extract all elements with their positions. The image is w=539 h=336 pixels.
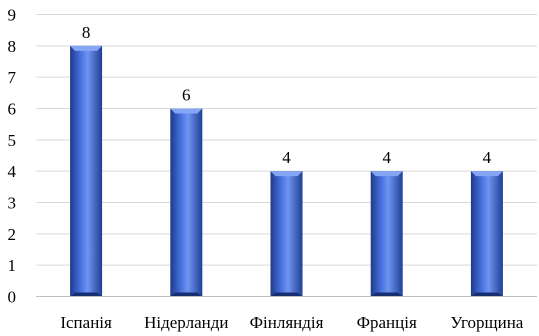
y-tick-label: 8	[8, 37, 17, 56]
bar-body	[170, 108, 203, 297]
bar-top-bevel	[270, 171, 303, 177]
y-tick-label: 0	[8, 288, 17, 307]
gridlines	[36, 14, 537, 266]
y-tick-label: 2	[8, 225, 17, 244]
bar-top-bevel	[470, 171, 503, 177]
bar-top-bevel	[370, 171, 403, 177]
y-tick-label: 4	[8, 162, 17, 181]
bar-body	[370, 171, 403, 297]
y-tick-label: 7	[8, 68, 17, 87]
bar-body	[270, 171, 303, 297]
bar-top-bevel	[170, 108, 203, 114]
y-tick-label: 5	[8, 131, 17, 150]
y-tick-label: 1	[8, 256, 17, 275]
bar-top-bevel	[70, 45, 103, 51]
y-tick-label: 9	[8, 6, 17, 25]
bar	[370, 171, 403, 297]
bar	[470, 171, 503, 297]
data-label: 4	[382, 148, 391, 167]
x-axis-categories: Іспанія Нідерланди Фінляндія Франція Угорщин…	[60, 313, 523, 332]
x-category-label: Угорщина	[450, 313, 523, 332]
x-category-label: Франція	[357, 313, 417, 332]
bar-bottom-bevel	[370, 292, 403, 297]
y-tick-label: 3	[8, 194, 17, 213]
bar-bottom-bevel	[170, 292, 203, 297]
x-category-label: Іспанія	[60, 313, 112, 332]
bar-bottom-bevel	[270, 292, 303, 297]
bar-bottom-bevel	[470, 292, 503, 297]
bar-body	[70, 45, 103, 297]
data-label: 8	[82, 23, 91, 42]
y-axis-ticks: 0 1 2 3 4 5 6 7 8 9	[8, 6, 17, 307]
bar	[70, 45, 103, 297]
data-label: 4	[282, 148, 291, 167]
bar-body	[470, 171, 503, 297]
x-category-label: Нідерланди	[144, 313, 228, 332]
bar	[270, 171, 303, 297]
bar	[170, 108, 203, 297]
data-labels: 8 6 4 4 4	[82, 23, 492, 167]
bars	[70, 45, 503, 297]
data-label: 6	[182, 86, 191, 105]
data-label: 4	[483, 148, 492, 167]
x-category-label: Фінляндія	[250, 313, 324, 332]
bar-bottom-bevel	[70, 292, 103, 297]
y-tick-label: 6	[8, 100, 17, 119]
